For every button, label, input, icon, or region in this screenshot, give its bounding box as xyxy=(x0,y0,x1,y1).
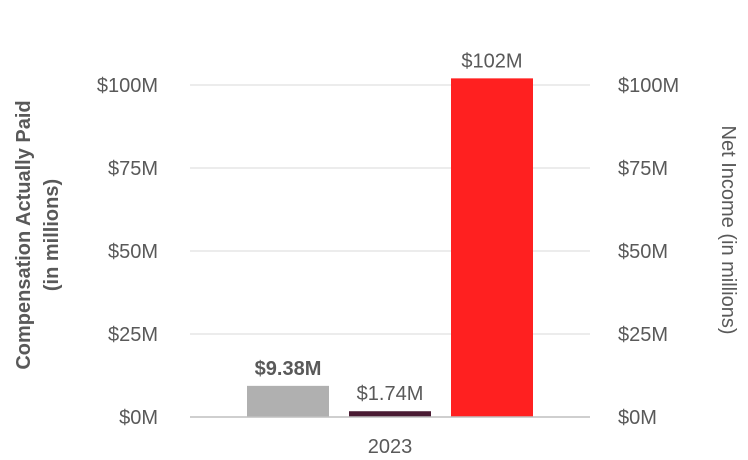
bar-value-label: $1.74M xyxy=(357,383,424,405)
left-tick-label: $50M xyxy=(108,241,158,263)
bar xyxy=(349,411,431,417)
right-tick-label: $25M xyxy=(618,324,668,346)
right-tick-label: $50M xyxy=(618,241,668,263)
left-axis-subtitle: (in millions) xyxy=(41,179,63,291)
x-category-label: 2023 xyxy=(368,436,413,458)
left-tick-label: $0M xyxy=(119,407,158,429)
data-labels: $9.38M $1.74M $102M xyxy=(255,50,523,405)
bar-value-label: $102M xyxy=(461,50,522,72)
left-tick-label: $25M xyxy=(108,324,158,346)
bar xyxy=(247,385,329,417)
bars xyxy=(247,78,533,418)
right-axis-title: Net Income (in millions) xyxy=(717,126,739,335)
right-tick-label: $75M xyxy=(618,158,668,180)
right-tick-label: $0M xyxy=(618,407,657,429)
right-axis-ticks: $0M $25M $50M $75M $100M xyxy=(618,75,679,429)
left-tick-label: $100M xyxy=(97,75,158,97)
bar xyxy=(451,78,533,418)
bar-value-label: $9.38M xyxy=(255,358,322,380)
left-tick-label: $75M xyxy=(108,158,158,180)
right-tick-label: $100M xyxy=(618,75,679,97)
left-axis-ticks: $0M $25M $50M $75M $100M xyxy=(97,75,158,429)
left-axis-title: Compensation Actually Paid xyxy=(13,100,35,369)
